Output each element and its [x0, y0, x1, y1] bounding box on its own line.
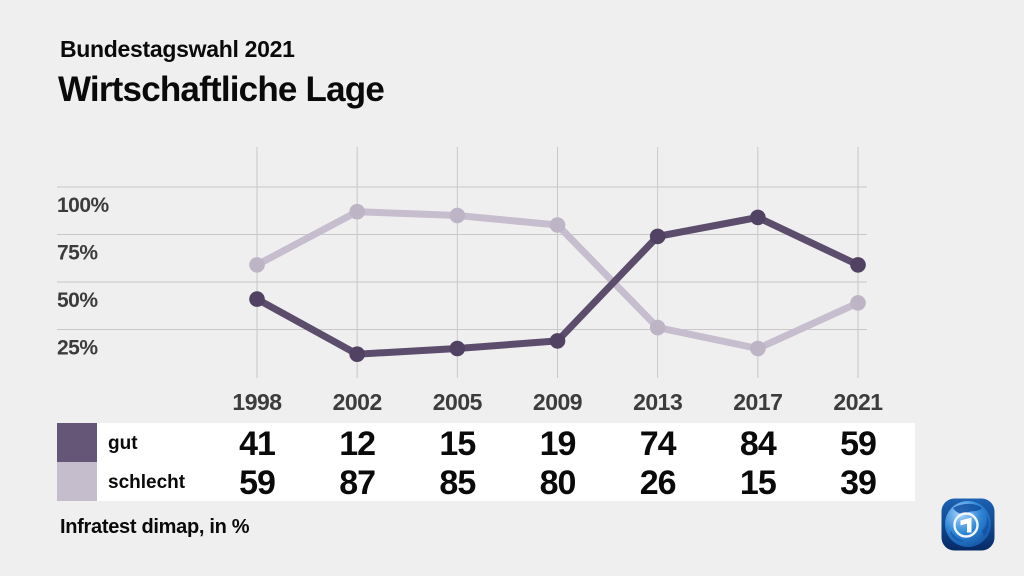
data-point-gut-2021 [850, 257, 866, 273]
x-axis-year-label: 2009 [533, 389, 582, 415]
data-point-schlecht-2002 [349, 203, 365, 220]
table-value: 39 [840, 464, 877, 502]
legend-row-gut: gut 41 12 15 19 74 84 59 [57, 423, 915, 463]
data-point-schlecht-2017 [750, 340, 766, 357]
legend-row-schlecht: schlecht 59 87 85 80 26 15 39 [57, 462, 915, 502]
data-point-gut-2017 [750, 209, 766, 226]
table-value: 87 [339, 464, 376, 502]
x-axis-year-label: 2013 [633, 389, 682, 415]
data-point-gut-1998 [249, 291, 265, 307]
table-value: 41 [239, 425, 276, 463]
legend-table: gut 41 12 15 19 74 84 59 schlecht 59 87 85 80 26 15 39 [57, 423, 915, 502]
legend-label: gut [108, 433, 138, 454]
page-title: Wirtschaftliche Lage [58, 70, 385, 109]
table-value: 85 [439, 464, 476, 502]
legend-swatch-schlecht [57, 462, 97, 501]
table-value: 15 [739, 464, 777, 502]
data-point-schlecht-1998 [249, 257, 265, 273]
y-axis-tick-label: 50% [57, 289, 98, 312]
x-axis-year-label: 1998 [232, 389, 282, 415]
kicker: Bundestagswahl 2021 [60, 36, 295, 62]
x-axis-year-label: 2021 [833, 389, 883, 415]
table-value: 15 [439, 425, 476, 463]
y-axis-tick-label: 75% [57, 242, 98, 265]
legend-label: schlecht [108, 472, 186, 493]
table-value: 84 [739, 425, 777, 463]
ard-tagesschau-globe-icon [941, 498, 995, 551]
data-point-schlecht-2005 [449, 207, 466, 224]
x-axis-year-label: 2017 [733, 389, 782, 415]
table-value: 59 [840, 425, 877, 463]
data-point-schlecht-2013 [649, 319, 666, 336]
ard-logo [941, 498, 995, 551]
data-point-schlecht-2021 [850, 295, 866, 311]
x-axis-year-label: 2002 [333, 389, 382, 415]
data-point-gut-2005 [449, 340, 466, 357]
table-value: 12 [339, 425, 376, 463]
data-point-gut-2013 [649, 228, 666, 245]
table-value: 74 [639, 425, 677, 463]
data-point-schlecht-2009 [549, 217, 566, 233]
y-axis-tick-label: 25% [57, 337, 98, 360]
table-value: 19 [539, 425, 577, 463]
x-axis-year-label: 2005 [433, 389, 483, 415]
y-axis-tick-label: 100% [57, 194, 110, 217]
legend-swatch-gut [57, 423, 97, 462]
table-value: 26 [639, 464, 677, 502]
source-note: Infratest dimap, in % [60, 516, 250, 538]
data-point-gut-2002 [349, 346, 365, 363]
data-point-gut-2009 [549, 333, 566, 349]
table-value: 80 [539, 464, 577, 502]
table-value: 59 [239, 464, 276, 502]
